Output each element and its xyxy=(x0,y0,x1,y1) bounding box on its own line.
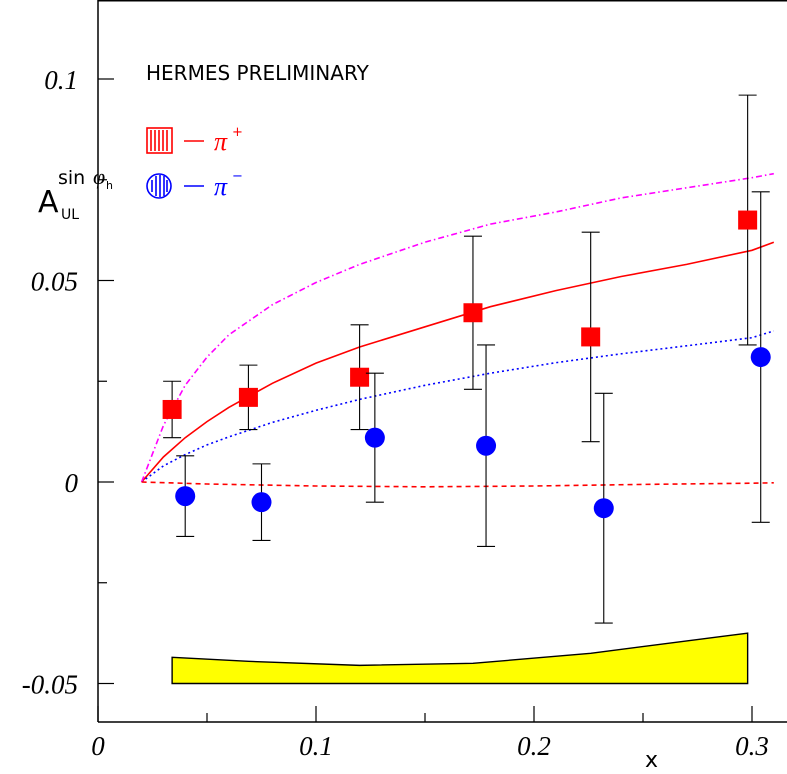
pi-plus-point xyxy=(581,327,601,347)
pi-plus-point xyxy=(738,210,758,230)
legend: π + π − xyxy=(146,125,243,201)
systematic-band-layer xyxy=(171,632,749,685)
plot-frame xyxy=(97,0,787,723)
data-points-layer xyxy=(162,94,771,624)
pi-minus-point xyxy=(593,498,614,519)
theory-curve-dotted xyxy=(141,330,775,483)
y-label-main: A xyxy=(38,185,59,220)
axis-ticks: 0 0.1 0.2 0.3 -0.05 0 0.05 0.1 xyxy=(22,65,769,761)
legend-label-1-sup: + xyxy=(232,125,243,140)
legend-label-2: π xyxy=(214,172,228,201)
y-tick-label: -0.05 xyxy=(22,670,78,700)
pi-minus-point xyxy=(251,492,272,513)
pi-plus-point xyxy=(463,303,483,323)
theory-curves-layer xyxy=(140,172,775,488)
y-label-sup-phi: φ xyxy=(93,164,105,189)
legend-circle-icon xyxy=(146,173,172,199)
x-axis-label: x xyxy=(645,748,658,773)
y-tick-label: 0 xyxy=(65,468,79,498)
pi-minus-point xyxy=(476,435,497,456)
theory-curve-solid xyxy=(140,241,775,483)
pi-plus-point xyxy=(238,387,258,407)
pi-minus-point xyxy=(750,347,771,368)
x-tick-label: 0 xyxy=(91,731,105,761)
x-tick-label: 0.3 xyxy=(735,731,769,761)
pi-plus-point xyxy=(162,399,182,419)
theory-curve-dashed xyxy=(141,481,774,488)
chart-title: HERMES PRELIMINARY xyxy=(146,61,370,85)
pi-minus-point xyxy=(175,486,196,507)
pi-minus-point xyxy=(364,427,385,448)
legend-label-2-sup: − xyxy=(232,169,243,184)
x-tick-label: 0.1 xyxy=(299,731,333,761)
y-label-sup-phi-sub: h xyxy=(106,179,113,192)
y-label-sup-sin: sin xyxy=(58,167,85,189)
systematic-band xyxy=(171,632,749,685)
y-label-sub: UL xyxy=(61,207,79,223)
pi-plus-point xyxy=(350,367,370,387)
y-tick-label: 0.05 xyxy=(31,267,78,297)
theory-curve-dashdot xyxy=(140,172,774,483)
legend-label-1: π xyxy=(214,127,228,156)
y-tick-label: 0.1 xyxy=(44,65,78,95)
y-axis-label: A UL sin φ h xyxy=(38,164,113,223)
legend-square-icon xyxy=(146,127,173,154)
x-tick-label: 0.2 xyxy=(517,731,551,761)
